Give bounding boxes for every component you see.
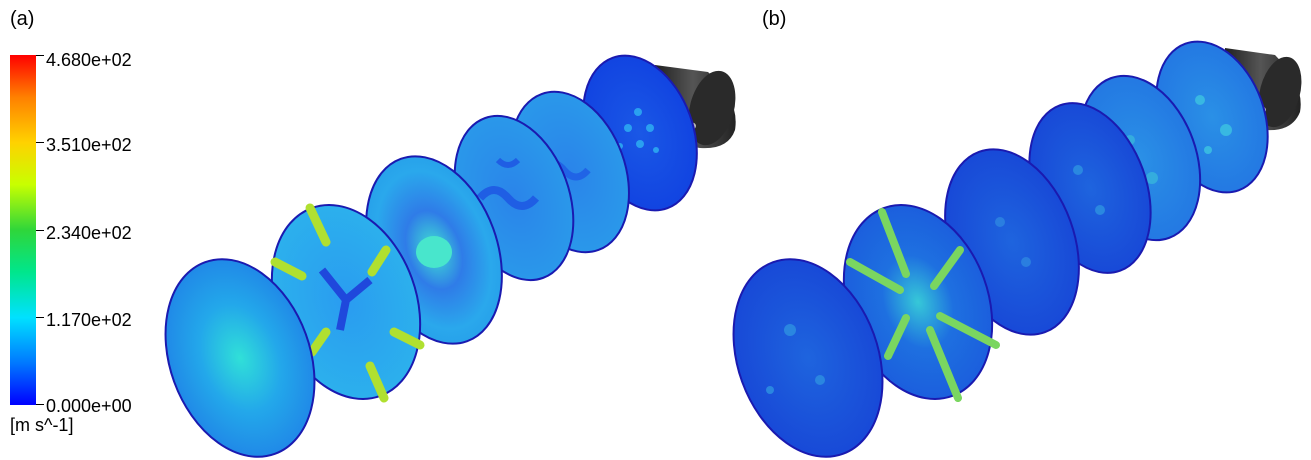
legend-tick	[36, 55, 44, 56]
panel-a-label: (a)	[10, 8, 35, 30]
legend-tick-label: 4.680e+02	[46, 50, 132, 70]
legend-unit: [m s^-1]	[10, 415, 74, 435]
legend-tick	[36, 317, 44, 318]
legend-tick-label: 3.510e+02	[46, 135, 132, 155]
legend-tick-label: 0.000e+00	[46, 396, 132, 416]
disc-b-2	[842, 204, 1000, 402]
legend-tick-label: 1.170e+02	[46, 310, 132, 330]
colorbar	[10, 55, 36, 405]
legend-tick	[36, 230, 44, 231]
disc-b-1	[732, 258, 884, 458]
disc-a-1	[164, 258, 316, 458]
legend-tick-label: 2.340e+02	[46, 223, 132, 243]
legend-tick	[36, 404, 44, 405]
velocity-legend: 4.680e+02 3.510e+02 2.340e+02 1.170e+02 …	[10, 51, 210, 455]
panel-b-label: (b)	[762, 8, 787, 30]
legend-tick	[36, 142, 44, 143]
